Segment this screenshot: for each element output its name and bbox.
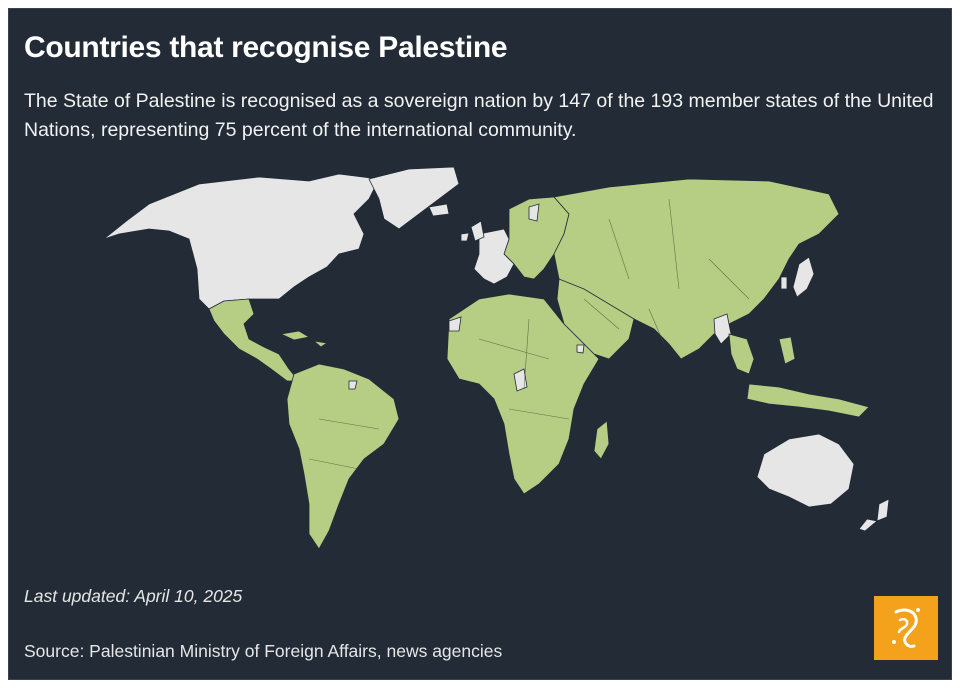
south-america-region	[286, 363, 400, 550]
iceland-region	[428, 203, 450, 217]
last-updated-note: Last updated: April 10, 2025	[24, 586, 243, 606]
cameroon-region	[513, 368, 528, 392]
al-jazeera-logo-icon	[874, 596, 938, 660]
infographic-panel: Countries that recognise Palestine The S…	[8, 8, 952, 680]
uk-ireland-region	[460, 220, 485, 242]
western-sahara-region	[448, 316, 462, 332]
north-america-region	[103, 173, 380, 310]
europe-region-not-recognised	[473, 203, 540, 285]
caribbean-region	[279, 330, 329, 348]
country-borders	[308, 198, 750, 470]
french-guiana-region	[348, 380, 358, 390]
middle-east-region	[556, 278, 635, 360]
myanmar-region	[713, 313, 732, 345]
greenland-region	[368, 166, 460, 230]
africa-region	[446, 293, 600, 495]
world-map	[103, 166, 890, 550]
madagascar-region	[593, 420, 610, 460]
source-note: Source: Palestinian Ministry of Foreign …	[24, 641, 503, 661]
mexico-central-america-region	[208, 298, 300, 382]
new-zealand-region	[858, 498, 890, 532]
australia-region	[756, 433, 855, 508]
subtitle: The State of Palestine is recognised as …	[24, 90, 934, 141]
japan-region	[792, 256, 815, 298]
eritrea-region	[576, 344, 585, 354]
page-title: Countries that recognise Palestine	[24, 31, 508, 64]
southeast-asia-region	[728, 333, 870, 418]
korea-region	[780, 276, 788, 290]
